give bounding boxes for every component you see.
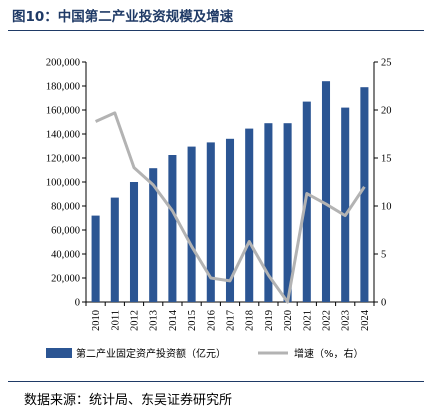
title-divider <box>8 30 424 31</box>
x-tick-label: 2022 <box>322 310 333 331</box>
bar-2013 <box>149 168 158 302</box>
bar-2019 <box>264 123 273 302</box>
x-tick-label: 2020 <box>283 310 294 331</box>
x-tick-label: 2019 <box>264 310 275 331</box>
bar-2011 <box>110 197 119 302</box>
x-tick-label: 2017 <box>226 310 237 331</box>
y-left-tick-label: 40,000 <box>51 250 80 261</box>
y-right-tick-label: 15 <box>381 154 392 165</box>
x-tick-label: 2018 <box>245 310 256 331</box>
bar-2017 <box>225 138 235 302</box>
growth-line <box>94 111 366 304</box>
bar-2018 <box>245 128 254 302</box>
y-left-tick-label: 60,000 <box>51 226 80 237</box>
y-right-tick-label: 5 <box>381 250 386 261</box>
chart: 0 20,000 40,000 60,000 80,000 100,000 120,000 1… <box>46 58 392 361</box>
legend-line-label: 增速（%，右） <box>294 347 364 360</box>
y-left-tick-label: 180,000 <box>46 82 80 93</box>
y-right-tick-label: 0 <box>381 298 386 309</box>
bar-2020 <box>283 123 292 302</box>
x-tick-label: 2010 <box>91 310 102 331</box>
y-right-tick-label: 25 <box>381 58 392 69</box>
bar-2024 <box>360 87 369 302</box>
x-tick-label: 2016 <box>206 310 217 331</box>
bar-2010 <box>91 215 100 302</box>
y-left-tick-label: 140,000 <box>46 130 80 141</box>
bar-2012 <box>129 182 139 302</box>
x-tick-label: 2023 <box>341 310 352 331</box>
x-tick-label: 2014 <box>168 309 179 331</box>
bar-2015 <box>187 146 196 302</box>
source-note: 数据来源：统计局、东吴证券研究所 <box>24 393 233 408</box>
x-tick-label: 2013 <box>149 310 160 331</box>
y-left-tick-label: 80,000 <box>51 202 80 213</box>
y-left-tick-label: 100,000 <box>46 178 80 189</box>
y-right-tick-label: 20 <box>381 106 392 117</box>
bar-2022 <box>321 81 331 302</box>
y-left-tick-label: 160,000 <box>46 106 80 117</box>
x-tick-label: 2021 <box>302 310 313 331</box>
bar-2014 <box>168 155 177 302</box>
figure-title: 图10：中国第二产业投资规模及增速 <box>12 9 234 25</box>
y-left-tick-label: 120,000 <box>46 154 80 165</box>
y-left-tick-label: 20,000 <box>51 274 80 285</box>
y-right-tick-label: 10 <box>381 202 392 213</box>
x-tick-label: 2012 <box>130 310 141 331</box>
legend-bar-swatch <box>46 348 72 358</box>
legend-bar-label: 第二产业固定资产投资额（亿元） <box>76 347 226 360</box>
x-tick-label: 2011 <box>110 310 121 331</box>
y-left-tick-label: 200,000 <box>46 58 80 69</box>
x-tick-label: 2024 <box>360 309 371 331</box>
bar-2023 <box>341 107 350 302</box>
source-divider <box>8 381 424 382</box>
y-left-tick-label: 0 <box>75 298 80 309</box>
x-tick-label: 2015 <box>187 310 198 331</box>
bar-2016 <box>206 142 215 302</box>
